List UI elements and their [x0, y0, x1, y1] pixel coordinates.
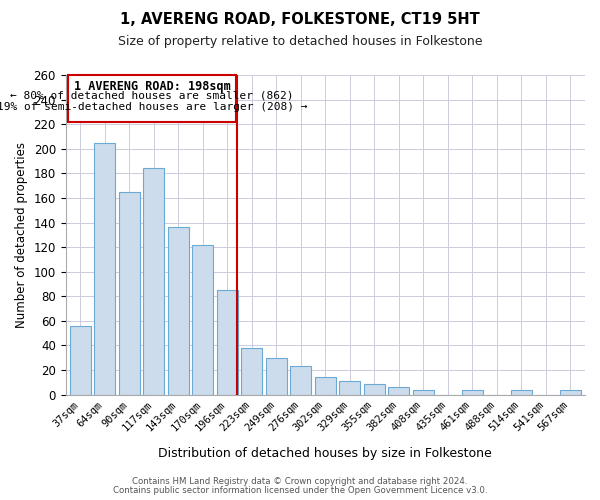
- Bar: [70, 326, 91, 394]
- Text: 19% of semi-detached houses are larger (208) →: 19% of semi-detached houses are larger (…: [0, 102, 307, 112]
- Bar: [119, 192, 140, 394]
- Bar: [266, 358, 287, 395]
- Bar: [94, 142, 115, 394]
- Bar: [241, 348, 262, 395]
- Bar: [290, 366, 311, 394]
- Bar: [193, 244, 213, 394]
- Bar: [340, 381, 360, 394]
- Bar: [217, 290, 238, 395]
- Bar: [364, 384, 385, 394]
- Y-axis label: Number of detached properties: Number of detached properties: [15, 142, 28, 328]
- Text: Contains HM Land Registry data © Crown copyright and database right 2024.: Contains HM Land Registry data © Crown c…: [132, 477, 468, 486]
- Bar: [143, 168, 164, 394]
- Bar: [413, 390, 434, 394]
- Bar: [315, 378, 336, 394]
- FancyBboxPatch shape: [68, 75, 236, 122]
- Bar: [388, 388, 409, 394]
- Bar: [168, 228, 189, 394]
- Bar: [462, 390, 483, 394]
- Text: Contains public sector information licensed under the Open Government Licence v3: Contains public sector information licen…: [113, 486, 487, 495]
- Text: Size of property relative to detached houses in Folkestone: Size of property relative to detached ho…: [118, 35, 482, 48]
- Text: ← 80% of detached houses are smaller (862): ← 80% of detached houses are smaller (86…: [10, 91, 294, 101]
- Bar: [511, 390, 532, 394]
- Text: 1, AVERENG ROAD, FOLKESTONE, CT19 5HT: 1, AVERENG ROAD, FOLKESTONE, CT19 5HT: [120, 12, 480, 28]
- X-axis label: Distribution of detached houses by size in Folkestone: Distribution of detached houses by size …: [158, 447, 492, 460]
- Text: 1 AVERENG ROAD: 198sqm: 1 AVERENG ROAD: 198sqm: [74, 80, 230, 93]
- Bar: [560, 390, 581, 394]
